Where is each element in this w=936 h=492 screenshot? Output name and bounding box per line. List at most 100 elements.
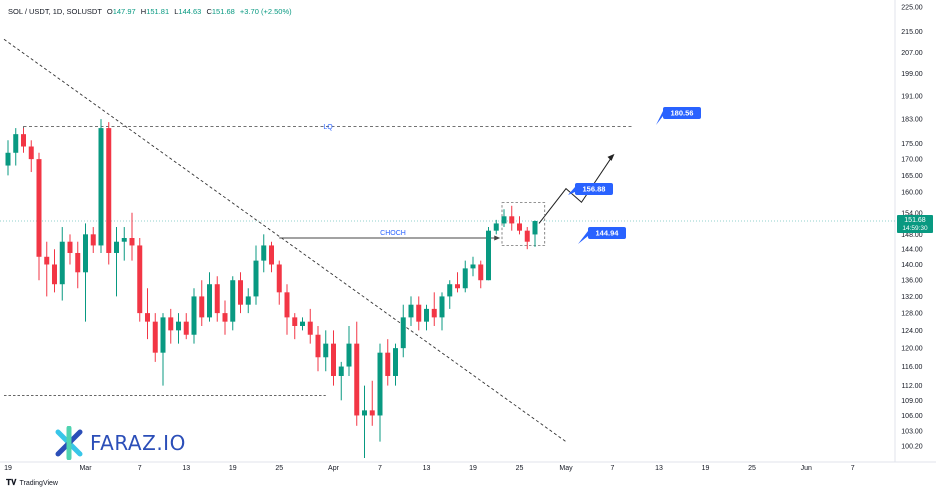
candle-body	[501, 216, 507, 224]
lq-label: LQ	[323, 124, 333, 131]
candle-body	[424, 308, 429, 322]
time-tick-label: 13	[423, 465, 431, 472]
candle-body	[168, 317, 174, 331]
price-tick-label: 144.00	[901, 247, 923, 254]
change-value: +3.70 (+2.50%)	[239, 7, 292, 16]
callout-156-text: 156.88	[583, 185, 606, 194]
countdown-text: 14:59:30	[902, 225, 928, 232]
callout-180-box	[663, 107, 701, 119]
candle-body	[517, 223, 522, 231]
time-tick-label: 19	[4, 465, 12, 472]
symbol-label: SOL / USDT, 1D, SOLUSDT	[8, 7, 102, 16]
candle-body	[160, 317, 166, 353]
candle-body	[75, 252, 81, 273]
candle-body	[67, 241, 73, 253]
candle-body	[230, 280, 236, 322]
candle-body	[21, 134, 26, 147]
price-tick-label: 215.00	[901, 29, 923, 36]
candle-body	[222, 313, 228, 322]
candle-body	[83, 234, 88, 273]
candle-body	[36, 159, 42, 257]
watermark: FARAZ.IO	[52, 426, 186, 460]
candle-body	[315, 334, 321, 358]
candle-body	[307, 321, 313, 335]
high-label: H	[140, 7, 147, 16]
faraz-logo-icon	[55, 426, 83, 460]
annotations: LQ CHOCH 180.56 156.88 144.94	[323, 107, 701, 244]
callout-144-box	[588, 227, 626, 239]
candle-body	[276, 264, 282, 293]
candle-body	[447, 284, 453, 297]
last-price-text: 151.68	[904, 217, 926, 224]
candle-body	[338, 366, 344, 376]
drawing-lines	[0, 38, 895, 443]
candle-body	[152, 321, 158, 353]
candle-body	[439, 296, 445, 318]
candle-body	[261, 245, 267, 261]
price-tick-label: 109.00	[901, 398, 923, 405]
price-tick-label: 154.00	[901, 210, 923, 217]
callout-144-text: 144.94	[596, 229, 620, 238]
candle-body	[253, 260, 259, 297]
time-tick-label: 25	[516, 465, 524, 472]
time-axis: 19 Mar 7 13 19 25 Apr 7 13 19 25 May 7 13 19 25 Jun 7	[4, 465, 855, 472]
chart-background	[0, 0, 936, 463]
candle-body	[400, 317, 406, 349]
price-tick-label: 128.00	[901, 311, 923, 318]
descending-trendline	[3, 38, 567, 443]
time-tick-label: 19	[469, 465, 477, 472]
candle-body	[346, 343, 352, 367]
close-value: 151.68	[211, 7, 235, 16]
price-axis: 225.00 215.00 207.00 199.00 191.00 183.00 175.…	[897, 5, 933, 451]
candle-body	[408, 304, 414, 318]
candle-body	[191, 296, 197, 335]
open-value: 147.97	[112, 7, 136, 16]
close-label: C	[206, 7, 212, 16]
time-tick-label: 19	[702, 465, 710, 472]
callout-180-text: 180.56	[671, 109, 694, 118]
candle-body	[13, 134, 19, 153]
candle-body	[245, 296, 251, 305]
candle-body	[183, 321, 189, 335]
candle-body	[114, 241, 119, 253]
time-tick-label: 7	[378, 465, 382, 472]
candle-body	[431, 308, 437, 318]
candle-body	[416, 304, 422, 322]
candle-body	[52, 264, 57, 285]
candle-body	[462, 268, 468, 289]
callout-180-pointer	[656, 111, 663, 125]
candle-body	[214, 284, 220, 314]
candle-body	[121, 238, 127, 242]
price-tick-label: 191.00	[901, 93, 923, 100]
candle-body	[478, 264, 484, 281]
low-value: 144.63	[178, 7, 202, 16]
open-label: O	[106, 7, 113, 16]
candle-body	[207, 284, 212, 318]
candle-body	[493, 223, 499, 231]
candle-body	[44, 256, 50, 265]
price-tick-label: 170.00	[901, 157, 923, 164]
candle-body	[362, 410, 367, 416]
price-tick-label: 112.00	[902, 383, 923, 390]
candle-body	[331, 343, 336, 376]
tradingview-logo-icon: 𝐓𝐕	[6, 478, 17, 487]
callout-144-pointer	[578, 231, 588, 244]
price-tick-label: 183.00	[901, 117, 923, 124]
time-tick-label: 25	[275, 465, 283, 472]
time-tick-label: May	[559, 465, 573, 472]
candle-body	[455, 284, 460, 289]
tradingview-footer: 𝐓𝐕 TradingView	[6, 478, 58, 488]
callout-156-pointer	[568, 187, 575, 195]
tradingview-label: TradingView	[19, 479, 58, 487]
candle-body	[393, 348, 398, 376]
price-tick-label: 225.00	[901, 5, 923, 12]
choch-arrowhead	[494, 235, 501, 241]
candle-body	[269, 245, 274, 265]
candle-body	[238, 280, 243, 305]
candle-body	[385, 352, 391, 376]
price-tick-label: 136.00	[901, 278, 923, 285]
price-tick-label: 140.00	[901, 262, 923, 269]
time-tick-label: 13	[182, 465, 190, 472]
candle-body	[292, 317, 298, 326]
